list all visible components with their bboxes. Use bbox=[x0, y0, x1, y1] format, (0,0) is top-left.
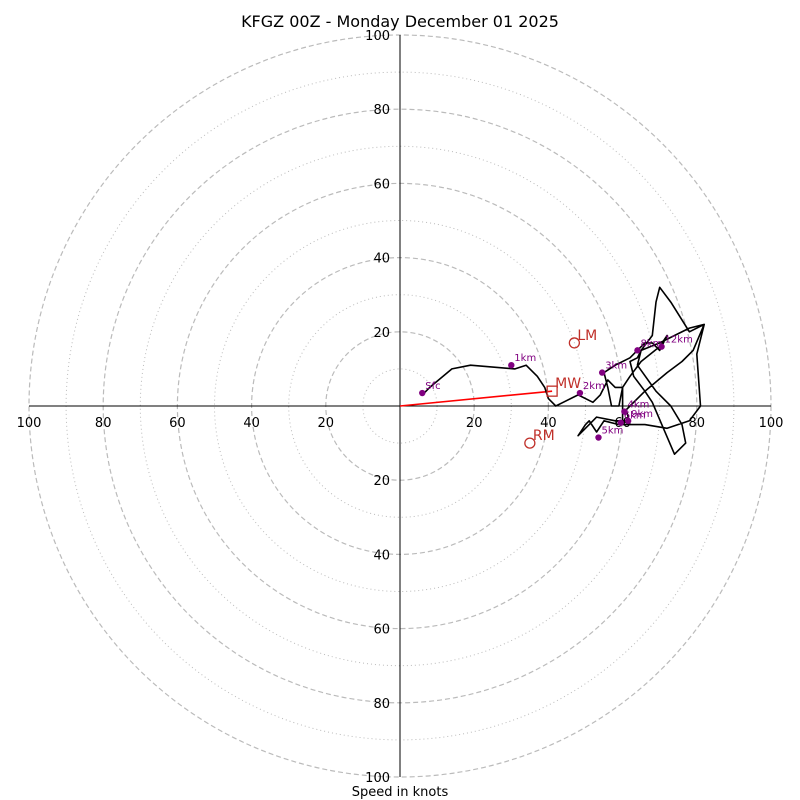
height-label-1km: 1km bbox=[514, 353, 536, 364]
tick-label-up-100: 100 bbox=[365, 29, 390, 44]
height-label-6km: 6km bbox=[624, 411, 646, 422]
tick-label-left-60: 60 bbox=[169, 416, 186, 431]
rm-label: RM bbox=[533, 428, 555, 444]
rm-marker bbox=[524, 437, 536, 449]
height-label-sfc: Sfc bbox=[425, 381, 440, 392]
tick-label-left-80: 80 bbox=[95, 416, 112, 431]
height-label-3km: 3km bbox=[605, 361, 627, 372]
height-marker-1km bbox=[508, 361, 515, 369]
height-marker-sfc bbox=[419, 389, 426, 397]
height-marker-2km bbox=[576, 389, 584, 397]
tick-label-left-20: 20 bbox=[318, 416, 335, 431]
tick-label-up-80: 80 bbox=[373, 103, 390, 118]
height-marker-9km bbox=[624, 417, 632, 425]
height-label-2km: 2km bbox=[583, 381, 605, 392]
tick-label-right-80: 80 bbox=[689, 416, 706, 431]
chart-title: KFGZ 00Z - Monday December 01 2025 bbox=[241, 12, 559, 31]
tick-label-down-80: 80 bbox=[373, 697, 390, 712]
x-axis-label: Speed in knots bbox=[352, 785, 449, 800]
tick-label-up-40: 40 bbox=[373, 252, 390, 267]
height-marker-12km bbox=[658, 343, 665, 350]
height-label-12km: 12km bbox=[665, 335, 693, 346]
bunkers-vector-group bbox=[399, 390, 553, 407]
tick-label-right-40: 40 bbox=[540, 416, 557, 431]
tick-label-down-60: 60 bbox=[373, 623, 390, 638]
height-marker-4km bbox=[621, 408, 628, 415]
height-marker-5km bbox=[595, 434, 602, 441]
height-label-4km: 4km bbox=[627, 400, 649, 411]
tick-label-down-20: 20 bbox=[373, 474, 390, 489]
height-marker-6km bbox=[617, 419, 624, 426]
tick-label-left-100: 100 bbox=[17, 416, 42, 431]
bunkers-vector bbox=[399, 390, 553, 407]
storm-motion-markers: LM RM MW bbox=[524, 328, 597, 449]
mw-marker bbox=[546, 385, 558, 397]
height-label-5km: 5km bbox=[601, 426, 623, 437]
lm-marker bbox=[568, 337, 581, 349]
lm-label: LM bbox=[577, 328, 597, 344]
hodograph-trace bbox=[421, 286, 706, 456]
tick-label-up-60: 60 bbox=[373, 177, 390, 192]
height-label-9km: 9km bbox=[631, 409, 653, 420]
height-label-8km: 8km bbox=[640, 338, 662, 349]
tick-label-up-20: 20 bbox=[373, 326, 390, 341]
tick-label-down-40: 40 bbox=[373, 548, 390, 563]
hodograph-trace-group bbox=[421, 286, 706, 456]
tick-label-right-20: 20 bbox=[466, 416, 483, 431]
tick-label-right-100: 100 bbox=[759, 416, 784, 431]
tick-label-left-40: 40 bbox=[243, 416, 260, 431]
height-marker-8km bbox=[634, 347, 641, 354]
tick-labels: 2020202040404040606060608080808010010010… bbox=[17, 29, 784, 786]
height-marker-3km bbox=[598, 369, 606, 376]
mw-label: MW bbox=[555, 376, 581, 392]
tick-label-down-100: 100 bbox=[365, 771, 390, 786]
